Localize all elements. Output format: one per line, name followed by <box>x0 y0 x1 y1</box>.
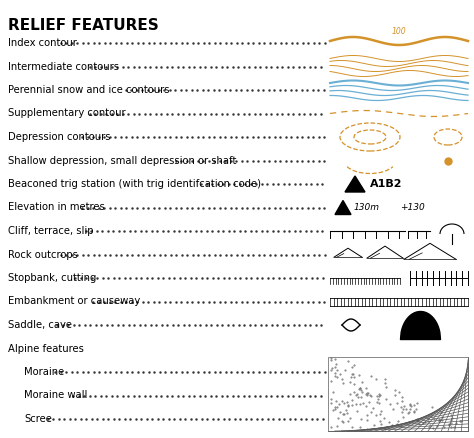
Text: Elevation in metres: Elevation in metres <box>8 202 105 212</box>
Text: Perennial snow and ice contours: Perennial snow and ice contours <box>8 85 170 95</box>
Text: Saddle, cave: Saddle, cave <box>8 320 72 330</box>
Text: Embankment or causeway: Embankment or causeway <box>8 297 140 307</box>
Text: Moraine: Moraine <box>24 367 64 377</box>
Text: Scree: Scree <box>24 414 52 424</box>
Text: Shallow depression, small depression or shaft: Shallow depression, small depression or … <box>8 155 237 166</box>
Text: Stopbank, cutting: Stopbank, cutting <box>8 273 96 283</box>
Text: +130: +130 <box>400 203 425 212</box>
Text: Beaconed trig station (with trig identifcation code): Beaconed trig station (with trig identif… <box>8 179 261 189</box>
Bar <box>328 357 468 431</box>
Polygon shape <box>335 201 351 215</box>
Text: Supplementary contour: Supplementary contour <box>8 109 126 119</box>
Text: 130m: 130m <box>354 203 380 212</box>
Text: Intermediate contours: Intermediate contours <box>8 61 119 71</box>
Text: 100: 100 <box>392 27 406 36</box>
Text: Depression contours: Depression contours <box>8 132 110 142</box>
Polygon shape <box>345 176 365 192</box>
Text: Index contour: Index contour <box>8 38 77 48</box>
Text: Cliff, terrace, slip: Cliff, terrace, slip <box>8 226 93 236</box>
Text: A1B2: A1B2 <box>370 179 402 189</box>
Text: Rock outcrops: Rock outcrops <box>8 250 78 259</box>
Text: Alpine features: Alpine features <box>8 343 84 353</box>
Text: RELIEF FEATURES: RELIEF FEATURES <box>8 18 159 33</box>
Text: Moraine wall: Moraine wall <box>24 391 87 400</box>
